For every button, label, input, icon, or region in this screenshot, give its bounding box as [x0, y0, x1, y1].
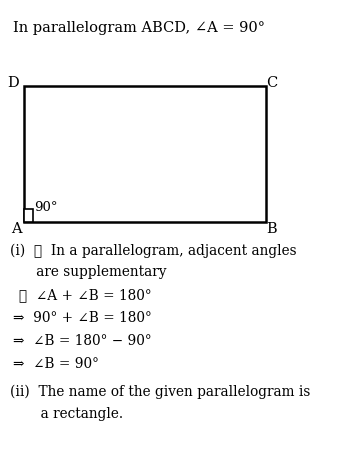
- Text: ⇒  ∠B = 180° − 90°: ⇒ ∠B = 180° − 90°: [13, 334, 152, 347]
- Text: ⇒  90° + ∠B = 180°: ⇒ 90° + ∠B = 180°: [13, 311, 152, 325]
- Text: B: B: [266, 221, 277, 235]
- Text: C: C: [266, 76, 277, 90]
- Text: 90°: 90°: [34, 201, 57, 214]
- Bar: [24, 210, 33, 223]
- Text: A: A: [11, 221, 22, 235]
- Text: are supplementary: are supplementary: [10, 265, 166, 279]
- Text: ∴  ∠A + ∠B = 180°: ∴ ∠A + ∠B = 180°: [19, 288, 151, 302]
- Bar: [24, 87, 266, 223]
- Text: ⇒  ∠B = 90°: ⇒ ∠B = 90°: [13, 357, 99, 370]
- Text: a rectangle.: a rectangle.: [10, 406, 123, 420]
- Text: In parallelogram ABCD, ∠A = 90°: In parallelogram ABCD, ∠A = 90°: [13, 21, 266, 34]
- Text: D: D: [7, 76, 19, 90]
- Text: (ii)  The name of the given parallelogram is: (ii) The name of the given parallelogram…: [10, 384, 310, 398]
- Text: (i)  ∴  In a parallelogram, adjacent angles: (i) ∴ In a parallelogram, adjacent angle…: [10, 243, 297, 257]
